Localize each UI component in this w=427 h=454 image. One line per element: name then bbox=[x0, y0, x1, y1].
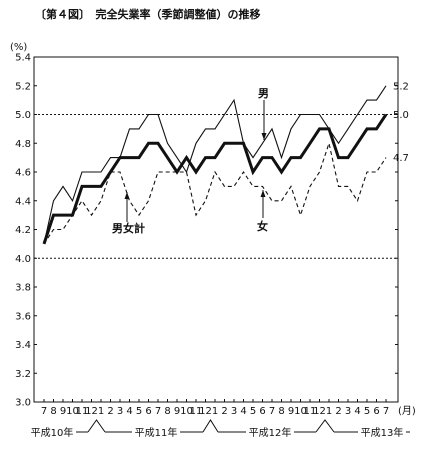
x-tick-label: 6 bbox=[259, 406, 265, 417]
x-tick-label: 10 bbox=[180, 406, 193, 417]
x-tick-label: 3 bbox=[117, 406, 123, 417]
y-tick-label: 5.0 bbox=[15, 110, 31, 121]
x-tick-label: 11 bbox=[190, 406, 203, 417]
x-tick-label: 6 bbox=[145, 406, 151, 417]
x-tick-label: 8 bbox=[164, 406, 170, 417]
year-label-bg bbox=[246, 424, 294, 438]
annotation-arrowhead bbox=[261, 133, 267, 140]
year-label: 平成11年 bbox=[135, 426, 178, 439]
x-tick-label: 1 bbox=[326, 406, 332, 417]
chart-title: 〔第４図〕 完全失業率（季節調整値）の推移 bbox=[35, 7, 261, 21]
y-tick-label: 4.2 bbox=[15, 225, 31, 236]
x-unit-label: (月) bbox=[398, 405, 416, 417]
annotation-label: 男女計 bbox=[112, 221, 145, 235]
annotation-label: 女 bbox=[257, 219, 268, 233]
x-tick-label: 1 bbox=[98, 406, 104, 417]
year-label: 平成12年 bbox=[249, 426, 292, 439]
x-tick-label: 7 bbox=[383, 406, 389, 417]
x-tick-label: 4 bbox=[354, 406, 360, 417]
y-axis: 3.0 3.2 3.4 3.6 3.8 4.0 4.2 4.4 4.6 4.8 5.0 5.2 5.4 bbox=[15, 53, 398, 409]
x-tick-label: 5 bbox=[364, 406, 370, 417]
annotation-arrowhead bbox=[260, 190, 266, 197]
annotation-label: 男 bbox=[258, 87, 269, 100]
x-tick-label: 4 bbox=[126, 406, 132, 417]
y-unit-label: (%) bbox=[10, 42, 27, 53]
x-tick-label: 7 bbox=[269, 406, 275, 417]
y-tick-label: 5.4 bbox=[15, 53, 31, 64]
y-tick-label: 4.6 bbox=[15, 168, 31, 179]
x-tick-label: 12 bbox=[199, 406, 212, 417]
plot-area bbox=[33, 56, 399, 403]
x-tick-label: 3 bbox=[231, 406, 237, 417]
series-line-thin bbox=[43, 85, 387, 245]
x-tick-label: 2 bbox=[335, 406, 341, 417]
y-tick-label: 4.4 bbox=[15, 196, 31, 207]
year-boundary-bump bbox=[315, 419, 335, 433]
y-tick-label: 3.2 bbox=[15, 369, 31, 380]
x-tick-label: 11 bbox=[304, 406, 317, 417]
x-tick-label: 7 bbox=[155, 406, 161, 417]
end-value-label: 5.2 bbox=[393, 81, 409, 92]
x-tick-label: 12 bbox=[313, 406, 326, 417]
plot-frame bbox=[33, 56, 399, 403]
annotation-arrowhead bbox=[124, 192, 130, 199]
x-tick-label: 2 bbox=[107, 406, 113, 417]
x-tick-label: 5 bbox=[136, 406, 142, 417]
x-tick-label: 8 bbox=[278, 406, 284, 417]
series-line-bold bbox=[42, 113, 388, 245]
end-value-label: 5.0 bbox=[393, 110, 409, 121]
y-tick-label: 3.4 bbox=[15, 340, 31, 351]
x-tick-label: 3 bbox=[345, 406, 351, 417]
year-label: 平成10年 bbox=[31, 426, 74, 439]
x-tick-label: 9 bbox=[60, 406, 66, 417]
x-tick-label: 9 bbox=[288, 406, 294, 417]
y-tick-label: 3.0 bbox=[15, 398, 31, 409]
y-tick-label: 5.2 bbox=[15, 81, 31, 92]
y-tick-label: 4.8 bbox=[15, 139, 31, 150]
year-boundary-bump bbox=[202, 419, 219, 433]
end-value-label: 4.7 bbox=[393, 153, 409, 164]
year-label-bg bbox=[28, 424, 76, 438]
series-line-dashed bbox=[43, 141, 387, 245]
year-label: 平成13年 bbox=[361, 426, 404, 439]
x-tick-label: 9 bbox=[174, 406, 180, 417]
x-tick-label: 1 bbox=[212, 406, 218, 417]
x-tick-label: 12 bbox=[85, 406, 98, 417]
y-tick-label: 3.8 bbox=[15, 283, 31, 294]
series-lines bbox=[42, 85, 388, 245]
x-tick-label: 4 bbox=[240, 406, 246, 417]
x-tick-label: 10 bbox=[66, 406, 79, 417]
end-labels: 5.2 5.0 4.7 bbox=[393, 81, 409, 164]
x-tick-label: 11 bbox=[76, 406, 89, 417]
x-tick-label: 6 bbox=[373, 406, 379, 417]
y-tick-label: 4.0 bbox=[15, 254, 31, 265]
x-tick-label: 8 bbox=[50, 406, 56, 417]
x-tick-label: 5 bbox=[250, 406, 256, 417]
y-tick-label: 3.6 bbox=[15, 311, 31, 322]
x-tick-label: 2 bbox=[221, 406, 227, 417]
year-label-bg bbox=[358, 424, 406, 438]
year-boundary-bump bbox=[87, 419, 106, 433]
x-tick-label: 7 bbox=[41, 406, 47, 417]
year-label-bg bbox=[132, 424, 180, 438]
year-axis: 平成10年 平成11年 平成12年 平成13年 bbox=[28, 419, 410, 439]
x-tick-label: 10 bbox=[294, 406, 307, 417]
